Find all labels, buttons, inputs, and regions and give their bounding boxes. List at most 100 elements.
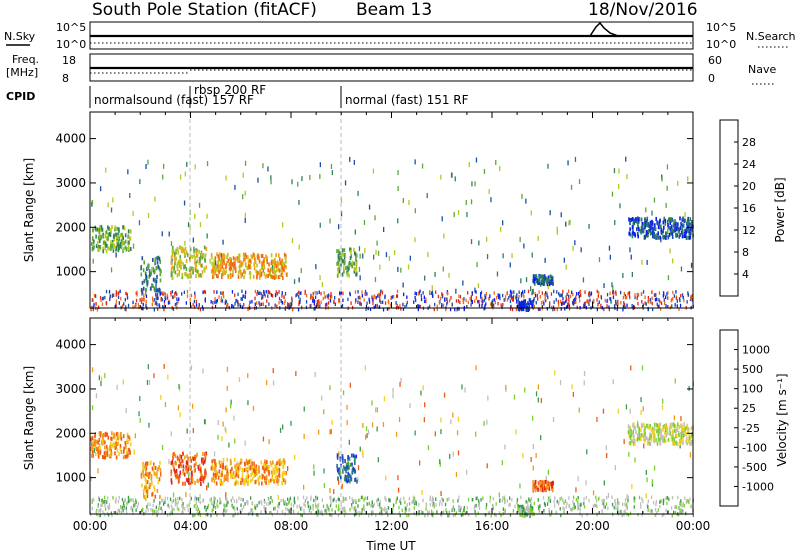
- scatter-mark: [342, 390, 345, 396]
- scatter-mark: [147, 508, 149, 512]
- scatter-mark: [424, 402, 426, 408]
- echo-mark: [222, 462, 224, 467]
- scatter-mark: [244, 218, 246, 223]
- scatter-mark: [575, 300, 577, 304]
- echo-mark: [185, 267, 188, 272]
- echo-mark: [192, 270, 194, 275]
- echo-mark: [551, 281, 553, 285]
- scatter-mark: [329, 385, 331, 391]
- echo-mark: [150, 460, 152, 465]
- scatter-mark: [431, 509, 433, 514]
- scatter-mark: [322, 296, 324, 301]
- echo-mark: [629, 441, 632, 445]
- echo-mark: [538, 278, 540, 283]
- scatter-mark: [630, 365, 632, 371]
- scatter-mark: [291, 302, 293, 306]
- scatter-mark: [627, 498, 629, 503]
- echo-mark: [109, 228, 112, 232]
- scatter-mark: [163, 299, 166, 304]
- echo-mark: [343, 266, 345, 271]
- echo-mark: [277, 267, 280, 272]
- echo-mark: [240, 273, 242, 278]
- echo-mark: [685, 432, 688, 437]
- scatter-mark: [603, 502, 605, 506]
- echo-mark: [174, 252, 176, 257]
- scatter-mark: [364, 292, 366, 296]
- echo-mark: [99, 433, 102, 438]
- scatter-mark: [669, 248, 671, 254]
- scatter-mark: [499, 166, 501, 171]
- scatter-mark: [289, 498, 291, 502]
- scatter-mark: [371, 422, 374, 428]
- scatter-mark: [515, 307, 517, 312]
- scatter-mark: [338, 504, 340, 508]
- echo-mark: [660, 435, 662, 440]
- scatter-mark: [616, 307, 618, 311]
- scatter-mark: [168, 231, 170, 237]
- scatter-mark: [256, 503, 258, 508]
- scatter-mark: [155, 505, 157, 510]
- echo-mark: [263, 469, 266, 473]
- scatter-mark: [309, 174, 311, 180]
- echo-mark: [186, 454, 188, 459]
- echo-mark: [111, 436, 113, 441]
- scatter-mark: [281, 301, 283, 305]
- echo-mark: [336, 453, 339, 458]
- scatter-mark: [538, 506, 540, 510]
- echo-mark: [263, 271, 266, 276]
- scatter-mark: [421, 163, 424, 169]
- scatter-mark: [508, 503, 510, 507]
- scatter-mark: [152, 509, 154, 513]
- scatter-mark: [176, 503, 178, 507]
- scatter-mark: [606, 292, 609, 297]
- echo-mark: [159, 268, 161, 272]
- echo-mark: [653, 226, 656, 231]
- echo-mark: [211, 255, 213, 260]
- echo-mark: [170, 480, 173, 485]
- echo-mark: [156, 288, 158, 293]
- echo-mark: [275, 474, 278, 479]
- echo-mark: [142, 286, 145, 291]
- scatter-mark: [665, 295, 667, 299]
- scatter-mark: [263, 289, 265, 294]
- scatter-mark: [562, 289, 564, 294]
- echo-mark: [198, 273, 200, 278]
- echo-mark: [158, 256, 161, 261]
- echo-mark: [93, 239, 95, 244]
- echo-mark: [202, 461, 205, 466]
- scatter-mark: [142, 297, 144, 302]
- scatter-mark: [230, 399, 232, 405]
- power-x-ticks: [89, 112, 694, 308]
- echo-mark: [655, 216, 657, 221]
- echo-mark: [113, 245, 115, 250]
- scatter-mark: [422, 291, 424, 295]
- echo-mark: [644, 220, 647, 225]
- scatter-mark: [613, 168, 616, 174]
- scatter-mark: [602, 408, 605, 414]
- scatter-mark: [220, 299, 222, 303]
- scatter-mark: [315, 498, 317, 502]
- echo-mark: [687, 222, 689, 227]
- scatter-mark: [568, 304, 570, 308]
- scatter-mark: [397, 266, 399, 272]
- scatter-mark: [423, 417, 425, 423]
- echo-mark: [531, 303, 533, 308]
- echo-mark: [337, 249, 340, 254]
- scatter-mark: [113, 511, 115, 515]
- scatter-mark: [482, 299, 484, 303]
- scatter-mark: [134, 433, 136, 439]
- echo-mark: [223, 253, 225, 258]
- scatter-mark: [298, 199, 300, 205]
- scatter-mark: [357, 300, 359, 304]
- scatter-mark: [658, 304, 660, 308]
- echo-mark: [196, 452, 198, 457]
- scatter-mark: [310, 495, 312, 499]
- scatter-mark: [97, 468, 99, 474]
- scatter-mark: [519, 237, 521, 242]
- echo-mark: [223, 258, 225, 263]
- echo-mark: [530, 511, 533, 516]
- echo-mark: [272, 467, 275, 472]
- nsearch-label: N.Search: [746, 30, 796, 43]
- scatter-mark: [525, 277, 528, 283]
- scatter-mark: [171, 258, 173, 264]
